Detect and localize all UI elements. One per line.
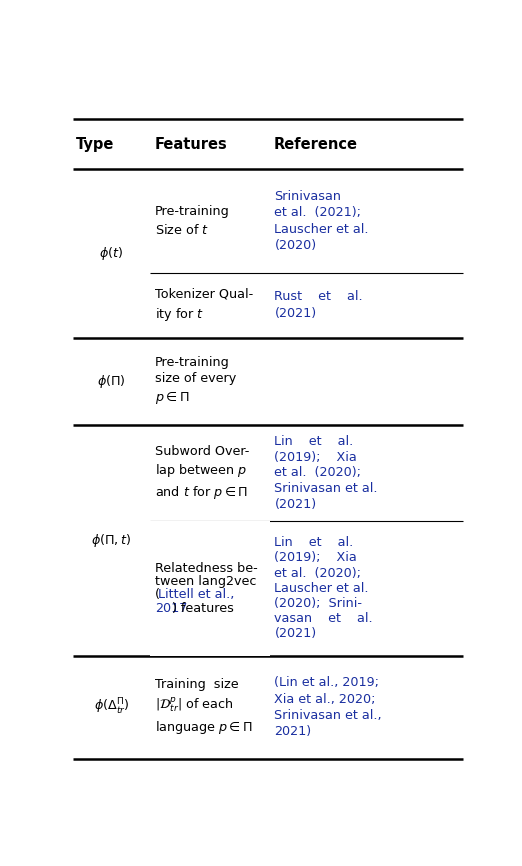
Text: Srinivasan
et al.  (2021);
Lauscher et al.
(2020): Srinivasan et al. (2021); Lauscher et al…	[275, 191, 369, 252]
Text: Features: Features	[155, 137, 227, 152]
Text: Training  size
$|\mathcal{D}^{p}_{tr}|$ of each
language $p \in \Pi$: Training size $|\mathcal{D}^{p}_{tr}|$ o…	[155, 678, 253, 736]
Text: ) features: ) features	[172, 602, 233, 615]
Text: (: (	[155, 588, 160, 601]
Text: Type: Type	[76, 137, 114, 152]
Text: tween lang2vec: tween lang2vec	[155, 575, 256, 588]
Text: (Lin et al., 2019;
Xia et al., 2020;
Srinivasan et al.,
2021): (Lin et al., 2019; Xia et al., 2020; Sri…	[275, 676, 382, 738]
Text: $\phi(\Delta^{\Pi}_{tr})$: $\phi(\Delta^{\Pi}_{tr})$	[93, 697, 129, 717]
Text: Pre-training
Size of $t$: Pre-training Size of $t$	[155, 205, 230, 236]
Text: Lin    et    al.
(2019);    Xia
et al.  (2020);
Srinivasan et al.
(2021): Lin et al. (2019); Xia et al. (2020); Sr…	[275, 435, 378, 511]
Text: $\phi(t)$: $\phi(t)$	[99, 245, 124, 262]
Text: $\phi(\Pi)$: $\phi(\Pi)$	[97, 372, 126, 390]
Text: Relatedness be-: Relatedness be-	[155, 562, 258, 575]
Text: Reference: Reference	[274, 137, 358, 152]
Text: Relatedness be-
tween lang2vec
(Littell et al.,
2017) features: Relatedness be- tween lang2vec (Littell …	[155, 557, 258, 619]
Text: Tokenizer Qual-
ity for $t$: Tokenizer Qual- ity for $t$	[155, 288, 253, 322]
Bar	[150, 521, 269, 656]
Text: Rust    et    al.
(2021): Rust et al. (2021)	[275, 290, 363, 320]
Text: Lin    et    al.
(2019);    Xia
et al.  (2020);
Lauscher et al.
(2020);  Srini-
: Lin et al. (2019); Xia et al. (2020); La…	[275, 536, 373, 640]
Text: Subword Over-
lap between $p$
and $t$ for $p \in \Pi$: Subword Over- lap between $p$ and $t$ fo…	[155, 445, 250, 501]
Text: 2017: 2017	[155, 602, 187, 615]
Text: $\phi(\Pi, t)$: $\phi(\Pi, t)$	[91, 532, 132, 549]
Text: Pre-training
size of every
$p \in \Pi$: Pre-training size of every $p \in \Pi$	[155, 356, 236, 406]
Text: Littell et al.,: Littell et al.,	[158, 588, 234, 601]
